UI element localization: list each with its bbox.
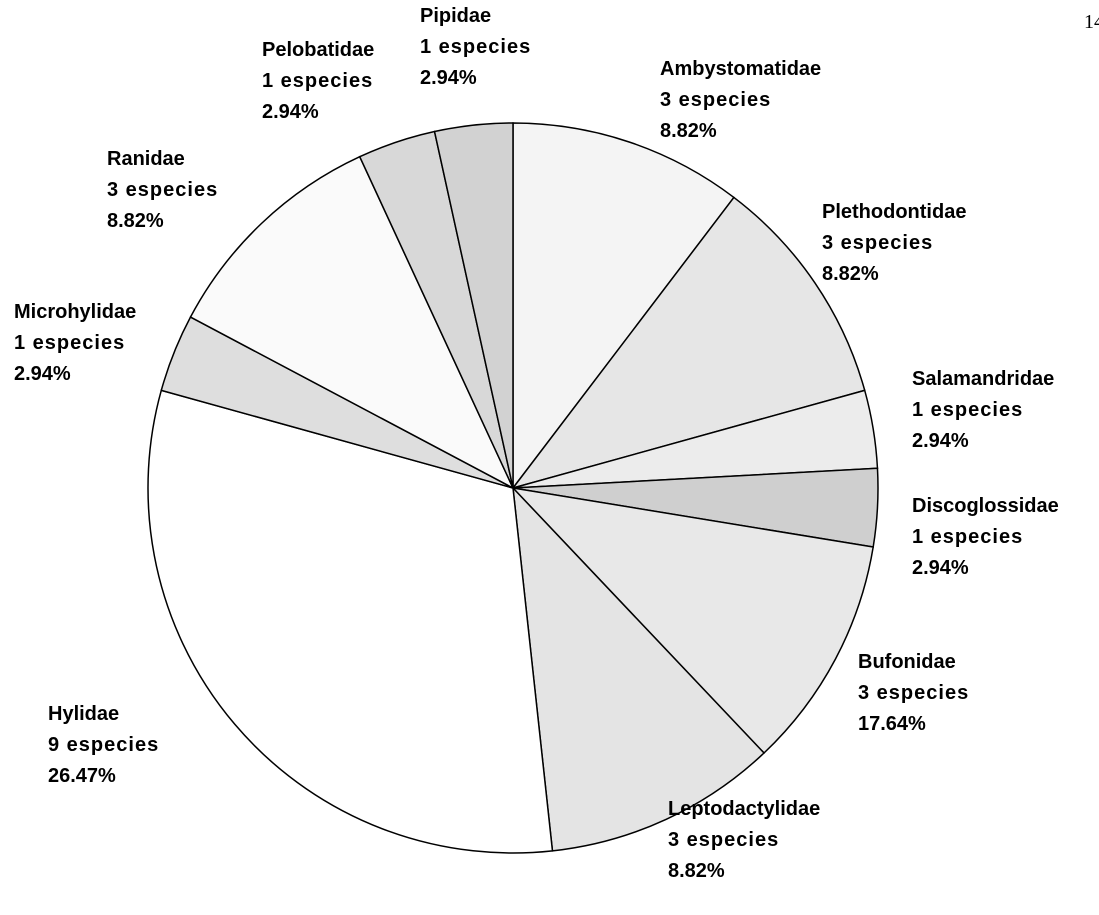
pie-slice [512,122,735,491]
slice-label: Hylidae [48,703,119,725]
pie-slice [147,389,554,854]
slice-label: Salamandridae [912,368,1054,390]
percent-label: 2.94% [912,557,969,579]
percent-label: 2.94% [262,101,319,123]
species-label: 1 especies [420,36,531,58]
species-label: 3 especies [107,179,218,201]
slice-label: Microhylidae [14,301,136,323]
percent-label: 2.94% [912,430,969,452]
slice-label: Plethodontidae [822,201,966,223]
percent-label: 8.82% [822,263,879,285]
species-label: 3 especies [660,89,771,111]
slice-label: Ambystomatidae [660,58,821,80]
species-label: 3 especies [668,829,779,851]
pie-slice [433,122,514,489]
slice-label: Leptodactylidae [668,798,820,820]
pie-slice [510,486,875,755]
slice-label: Discoglossidae [912,495,1059,517]
percent-label: 2.94% [420,67,477,89]
species-label: 9 especies [48,734,159,756]
slice-label: Bufonidae [858,651,956,673]
species-label: 1 especies [912,526,1023,548]
percent-label: 8.82% [668,860,725,882]
slice-label: Pipidae [420,5,491,27]
percent-label: 2.94% [14,363,71,385]
species-label: 1 especies [912,399,1023,421]
percent-label: 8.82% [107,210,164,232]
percent-label: 17.64% [858,713,926,735]
species-label: 3 especies [858,682,969,704]
pie-slice [512,485,766,852]
slice-label: Pelobatidae [262,39,374,61]
percent-label: 26.47% [48,765,116,787]
species-label: 1 especies [262,70,373,92]
slice-label: Ranidae [107,148,185,170]
species-label: 3 especies [822,232,933,254]
percent-label: 8.82% [660,120,717,142]
page-number: 14 [1084,11,1099,33]
pie-slice [189,155,515,490]
pie-slice [511,196,866,490]
species-label: 1 especies [14,332,125,354]
